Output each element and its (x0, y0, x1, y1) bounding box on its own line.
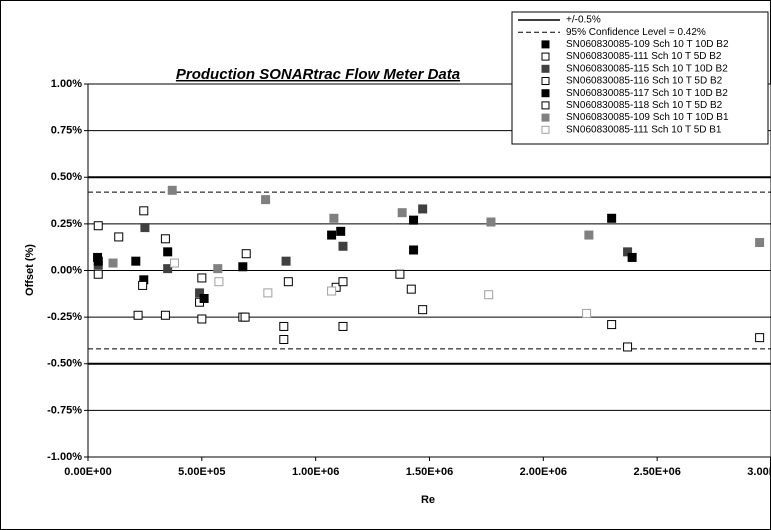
marker (263, 288, 273, 298)
legend-box (511, 11, 769, 145)
x-tick-label: 2.50E+06 (633, 466, 680, 478)
marker (418, 204, 428, 214)
marker (281, 256, 291, 266)
marker (283, 277, 293, 287)
marker (397, 208, 407, 218)
x-tick-label: 0.00E+00 (64, 466, 111, 478)
legend-marker (541, 89, 550, 98)
legend-label: SN060830085-118 Sch 10 T 5D B2 (566, 100, 723, 111)
marker (197, 273, 207, 283)
marker (623, 247, 633, 257)
marker (623, 342, 633, 352)
y-tick-label: 0.50% (51, 171, 82, 183)
legend-marker (541, 77, 550, 85)
marker (108, 258, 118, 268)
y-tick-label: 0.00% (51, 264, 82, 276)
x-tick-label: 3.00E+06 (747, 466, 771, 478)
y-tick-label: 0.75% (51, 125, 82, 137)
marker (167, 185, 177, 195)
marker (336, 226, 346, 236)
legend-label: SN060830085-109 Sch 10 T 10D B2 (566, 39, 729, 50)
legend-marker (541, 101, 550, 110)
marker (138, 280, 148, 290)
marker (238, 262, 248, 272)
marker (627, 252, 637, 262)
legend-label: SN060830085-111 Sch 10 T 5D B1 (566, 124, 722, 135)
marker (338, 321, 348, 331)
marker (409, 245, 419, 255)
marker (607, 320, 617, 330)
marker (139, 206, 149, 216)
legend-marker (541, 40, 550, 49)
marker (406, 284, 416, 294)
x-tick-label: 5.00E+05 (178, 466, 225, 478)
marker (755, 238, 765, 248)
marker (327, 286, 337, 296)
x-tick-label: 1.50E+06 (406, 466, 453, 478)
y-tick-label: -1.00% (47, 451, 82, 463)
x-axis-label: Re (421, 494, 435, 506)
marker (133, 310, 143, 320)
marker (329, 213, 339, 223)
marker (607, 213, 617, 223)
marker (755, 333, 765, 343)
y-tick-label: -0.50% (47, 358, 82, 370)
marker (395, 269, 405, 279)
legend-label: SN060830085-109 Sch 10 T 10D B1 (566, 112, 729, 123)
x-tick-label: 2.00E+06 (520, 466, 567, 478)
marker (93, 221, 103, 231)
legend-label: SN060830085-117 Sch 10 T 10D B2 (566, 88, 728, 99)
marker (213, 264, 223, 274)
marker (93, 256, 103, 266)
marker (197, 314, 207, 324)
y-tick-label: 1.00% (51, 78, 82, 90)
legend-marker (541, 64, 550, 73)
marker (582, 308, 592, 318)
marker (160, 310, 170, 320)
legend-marker (541, 113, 550, 122)
marker (584, 230, 594, 240)
chart-title: Production SONARtrac Flow Meter Data (176, 66, 460, 83)
y-tick-label: 0.25% (51, 218, 82, 230)
marker (261, 195, 271, 205)
y-tick-label: -0.25% (47, 311, 82, 323)
marker (163, 247, 173, 257)
marker (214, 277, 224, 287)
legend-label: +/-0.5% (566, 15, 601, 26)
legend-marker (541, 52, 550, 61)
legend-label: SN060830085-115 Sch 10 T 10D B2 (566, 63, 728, 74)
x-tick-label: 1.00E+06 (292, 466, 339, 478)
marker (170, 258, 180, 268)
marker (279, 335, 289, 345)
marker (163, 264, 173, 274)
marker (484, 290, 494, 300)
legend-marker (541, 125, 550, 134)
y-tick-label: -0.75% (47, 404, 82, 416)
marker (418, 305, 428, 315)
marker (279, 321, 289, 331)
marker (199, 293, 209, 303)
marker (409, 215, 419, 225)
marker (140, 223, 150, 233)
marker (327, 230, 337, 240)
legend-label: 95% Confidence Level = 0.42% (566, 27, 706, 38)
marker (240, 312, 250, 322)
marker (114, 232, 124, 242)
marker (93, 269, 103, 279)
y-axis-label: Offset (%) (24, 244, 36, 296)
legend-label: SN060830085-116 Sch 10 T 5D B2 (566, 76, 723, 87)
legend-label: SN060830085-111 Sch 10 T 5D B2 (566, 51, 722, 62)
marker (241, 249, 251, 259)
marker (338, 277, 348, 287)
marker (131, 256, 141, 266)
marker (195, 288, 205, 298)
marker (486, 217, 496, 227)
marker (160, 234, 170, 244)
marker (338, 241, 348, 251)
